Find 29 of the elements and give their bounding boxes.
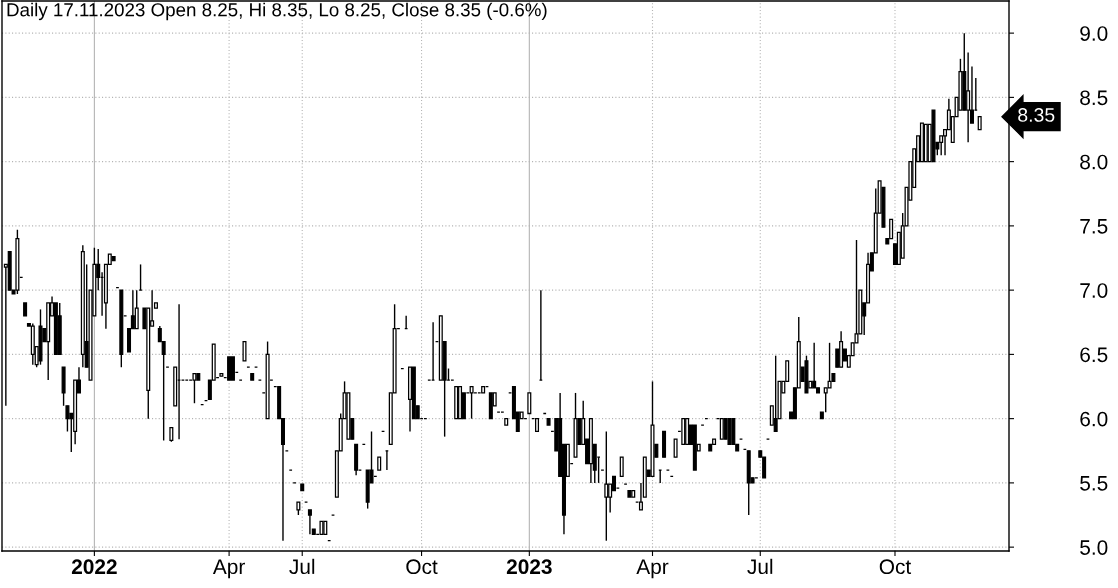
candlestick — [527, 392, 532, 415]
x-tick-label: Apr — [212, 559, 245, 579]
x-tick-label: Apr — [636, 559, 669, 579]
x-tick-label: 2022 — [71, 559, 117, 575]
candlestick — [604, 430, 609, 542]
y-tick-label: 8.5 — [1080, 90, 1108, 106]
candlestick — [230, 356, 235, 381]
x-tick-label: Jul — [289, 558, 315, 575]
y-tick-label: 5.5 — [1080, 476, 1108, 491]
text: 8.35 — [1018, 108, 1055, 122]
y-tick-label: 5.0 — [1080, 540, 1108, 555]
x-tick-label: Oct — [879, 559, 912, 575]
x-tick-label: Jul — [747, 558, 773, 575]
candlestick — [227, 356, 232, 381]
candlestick — [773, 354, 778, 433]
candlestick — [307, 509, 312, 535]
y-tick-label: 7.5 — [1080, 219, 1108, 234]
candlestick — [619, 456, 624, 478]
y-tick-label: 7.0 — [1080, 283, 1108, 298]
candlestick — [966, 51, 971, 144]
candlestick — [134, 289, 139, 330]
y-tick-label: 8.0 — [1080, 154, 1108, 170]
chart-title: Daily 17.11.2023 Open 8.25, Hi 8.35, Lo 8.25, Close 8.35 (-0.6%) — [7, 2, 547, 21]
y-tick-label: 6.0 — [1080, 411, 1108, 427]
y-tick-label: 6.5 — [1080, 347, 1108, 363]
x-tick-label: 2023 — [506, 559, 552, 575]
x-tick-label: Oct — [406, 559, 438, 575]
candlestick — [242, 340, 247, 362]
y-tick-label: 9.0 — [1080, 26, 1108, 41]
